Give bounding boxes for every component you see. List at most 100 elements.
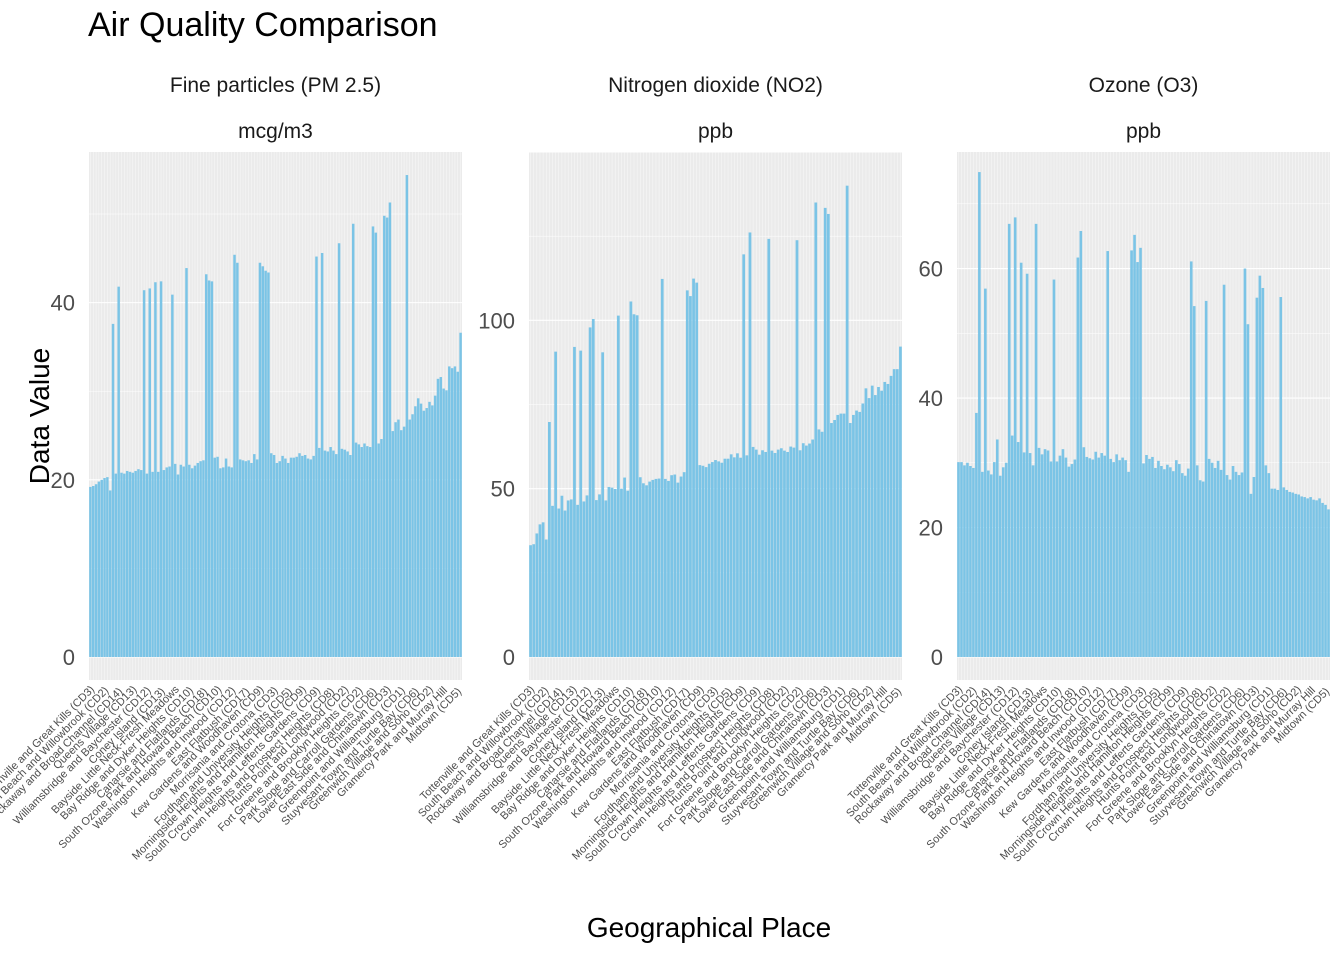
bar bbox=[717, 461, 721, 657]
bar bbox=[1040, 454, 1044, 657]
bar bbox=[1309, 497, 1312, 657]
bar bbox=[560, 495, 564, 657]
bar bbox=[320, 253, 324, 657]
bar bbox=[301, 455, 304, 657]
bar bbox=[1327, 509, 1330, 657]
bar bbox=[616, 315, 620, 657]
bar bbox=[154, 282, 157, 657]
bar bbox=[1160, 466, 1163, 657]
bar bbox=[134, 470, 137, 657]
panel-unit: ppb bbox=[1126, 120, 1161, 143]
bar bbox=[773, 452, 777, 657]
bar bbox=[969, 466, 972, 657]
bar bbox=[1094, 451, 1098, 657]
bar bbox=[419, 403, 423, 657]
bar bbox=[335, 454, 338, 657]
bar bbox=[250, 462, 253, 657]
bar bbox=[1324, 504, 1327, 657]
bar bbox=[221, 467, 225, 657]
bar bbox=[972, 467, 975, 657]
bar bbox=[156, 471, 160, 657]
bar bbox=[349, 455, 352, 657]
bar bbox=[140, 470, 143, 657]
bar bbox=[632, 314, 636, 657]
bar bbox=[1010, 435, 1014, 657]
bar bbox=[402, 426, 406, 657]
bar bbox=[883, 381, 887, 657]
bar bbox=[1067, 466, 1071, 657]
bar bbox=[1148, 458, 1151, 657]
bar bbox=[148, 288, 151, 657]
bar bbox=[1121, 457, 1124, 657]
bar bbox=[1267, 473, 1271, 657]
bar bbox=[610, 487, 614, 657]
bar bbox=[425, 408, 428, 657]
bar bbox=[264, 270, 267, 657]
bar bbox=[159, 281, 163, 657]
panel-background bbox=[89, 152, 462, 680]
bar bbox=[1219, 469, 1223, 657]
bar bbox=[329, 447, 332, 657]
bar bbox=[1157, 460, 1160, 657]
bar bbox=[394, 422, 397, 657]
bar bbox=[1115, 454, 1118, 657]
bar bbox=[554, 351, 558, 657]
bar bbox=[1201, 481, 1205, 657]
bar bbox=[416, 398, 420, 657]
bar bbox=[1249, 493, 1253, 657]
bar bbox=[1163, 469, 1166, 657]
bar bbox=[1282, 487, 1286, 657]
bar bbox=[1013, 217, 1017, 657]
bar bbox=[1255, 297, 1259, 657]
bar bbox=[604, 500, 608, 657]
bar bbox=[137, 469, 140, 657]
bar bbox=[428, 401, 431, 657]
bar bbox=[992, 462, 996, 657]
bar bbox=[805, 445, 808, 657]
bar bbox=[1288, 491, 1292, 657]
bar bbox=[701, 465, 705, 657]
bar bbox=[91, 486, 95, 657]
bar bbox=[591, 318, 595, 657]
bar bbox=[1175, 460, 1178, 657]
bar bbox=[1112, 462, 1115, 657]
bar bbox=[886, 383, 890, 657]
bar bbox=[100, 479, 103, 657]
bar bbox=[125, 470, 129, 657]
bar bbox=[1169, 467, 1172, 657]
bar bbox=[1037, 447, 1041, 657]
bar bbox=[1139, 247, 1142, 658]
bar bbox=[826, 213, 830, 658]
bar bbox=[676, 482, 680, 657]
bar bbox=[253, 454, 256, 657]
bar bbox=[346, 451, 349, 657]
bar bbox=[145, 473, 149, 657]
bar bbox=[414, 406, 417, 657]
bar bbox=[193, 465, 197, 657]
bar bbox=[1001, 467, 1005, 657]
bar bbox=[385, 217, 389, 657]
bar bbox=[436, 378, 440, 657]
bar bbox=[899, 346, 902, 657]
bar bbox=[343, 449, 346, 657]
bar bbox=[241, 460, 245, 657]
bar bbox=[1151, 456, 1154, 657]
bar bbox=[1216, 460, 1220, 657]
bar bbox=[748, 232, 752, 658]
bar bbox=[754, 449, 758, 657]
bar bbox=[657, 478, 661, 657]
bar bbox=[1210, 462, 1214, 657]
bar bbox=[377, 443, 380, 657]
bar bbox=[383, 215, 386, 657]
bar bbox=[400, 430, 403, 657]
bar bbox=[1100, 453, 1104, 657]
bar bbox=[779, 448, 783, 657]
bar bbox=[814, 202, 818, 657]
bar bbox=[309, 459, 313, 657]
bar bbox=[607, 486, 611, 657]
bar bbox=[723, 458, 727, 657]
bar bbox=[445, 390, 448, 657]
bar bbox=[357, 444, 361, 657]
